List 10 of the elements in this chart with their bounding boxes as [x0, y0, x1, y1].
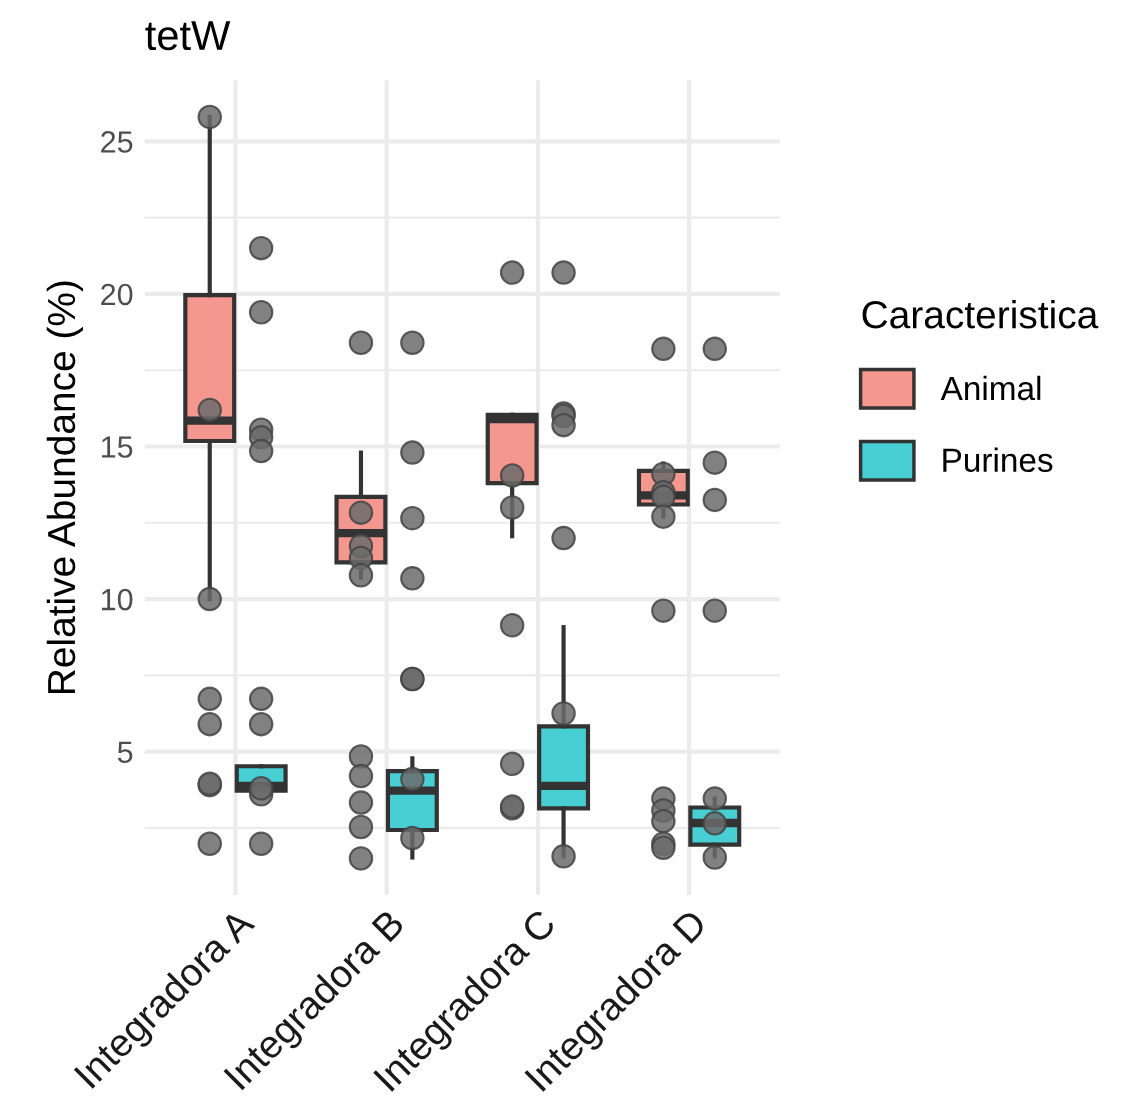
y-tick-label: 5	[117, 741, 133, 763]
y-tick-label: 20	[101, 283, 133, 306]
chart-title: tetW	[145, 21, 231, 51]
y-axis-title: Relative Abundance (%)	[46, 281, 83, 694]
legend-title: Caracteristica	[862, 299, 1099, 329]
y-tick-label: 25	[101, 131, 133, 153]
y-tick-label: 15	[101, 436, 133, 458]
y-tick-label: 10	[101, 588, 133, 611]
legend-label: Purines	[943, 447, 1053, 473]
legend-label: Animal	[940, 375, 1041, 401]
